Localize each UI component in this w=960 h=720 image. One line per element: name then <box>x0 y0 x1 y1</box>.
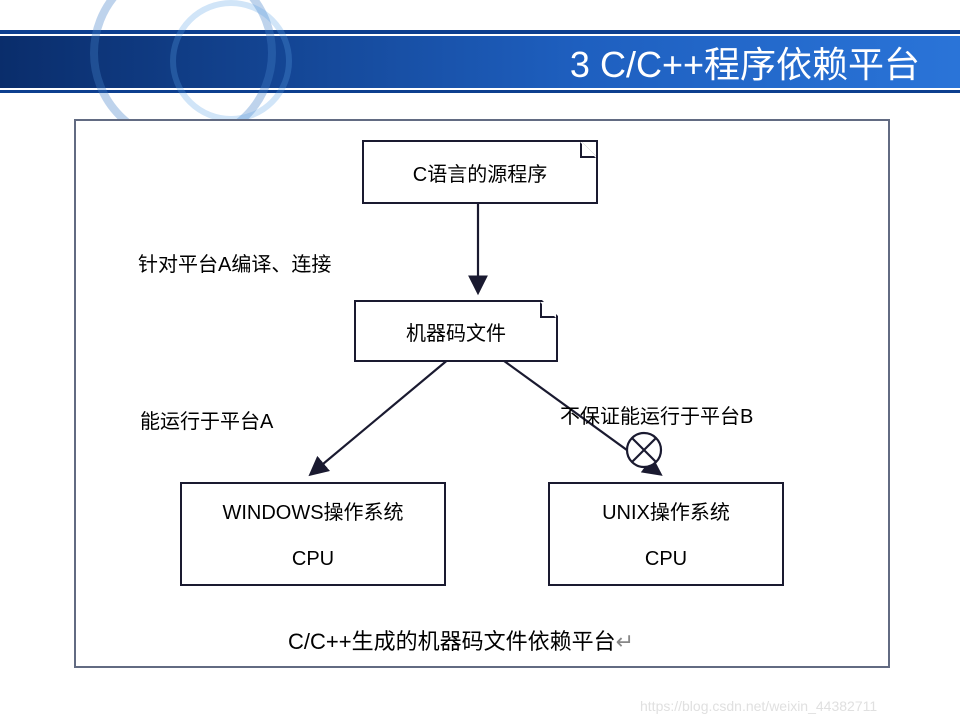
node-unix-os-label: UNIX操作系统 <box>602 496 730 525</box>
diagram-caption-text: C/C++生成的机器码文件依赖平台 <box>288 629 616 654</box>
watermark: https://blog.csdn.net/weixin_44382711 <box>640 698 877 714</box>
node-unix-os: UNIX操作系统 <box>548 482 784 538</box>
node-source: C语言的源程序 <box>362 140 598 204</box>
header-decor-circle-2 <box>170 0 292 122</box>
label-run-a: 能运行于平台A <box>140 405 273 434</box>
caption-tail-icon: ↵ <box>616 629 634 654</box>
node-machine: 机器码文件 <box>354 300 558 362</box>
node-windows-os: WINDOWS操作系统 <box>180 482 446 538</box>
node-windows-os-label: WINDOWS操作系统 <box>222 496 403 525</box>
node-machine-label: 机器码文件 <box>406 317 506 346</box>
label-run-b: 不保证能运行于平台B <box>560 400 753 429</box>
slide-title: 3 C/C++程序依赖平台 <box>570 36 920 88</box>
diagram-caption: C/C++生成的机器码文件依赖平台↵ <box>288 624 634 656</box>
node-windows-cpu: CPU <box>180 534 446 586</box>
node-source-label: C语言的源程序 <box>413 158 547 187</box>
node-windows-cpu-label: CPU <box>292 548 334 571</box>
label-compile: 针对平台A编译、连接 <box>138 248 331 277</box>
node-unix-cpu: CPU <box>548 534 784 586</box>
node-unix-cpu-label: CPU <box>645 548 687 571</box>
